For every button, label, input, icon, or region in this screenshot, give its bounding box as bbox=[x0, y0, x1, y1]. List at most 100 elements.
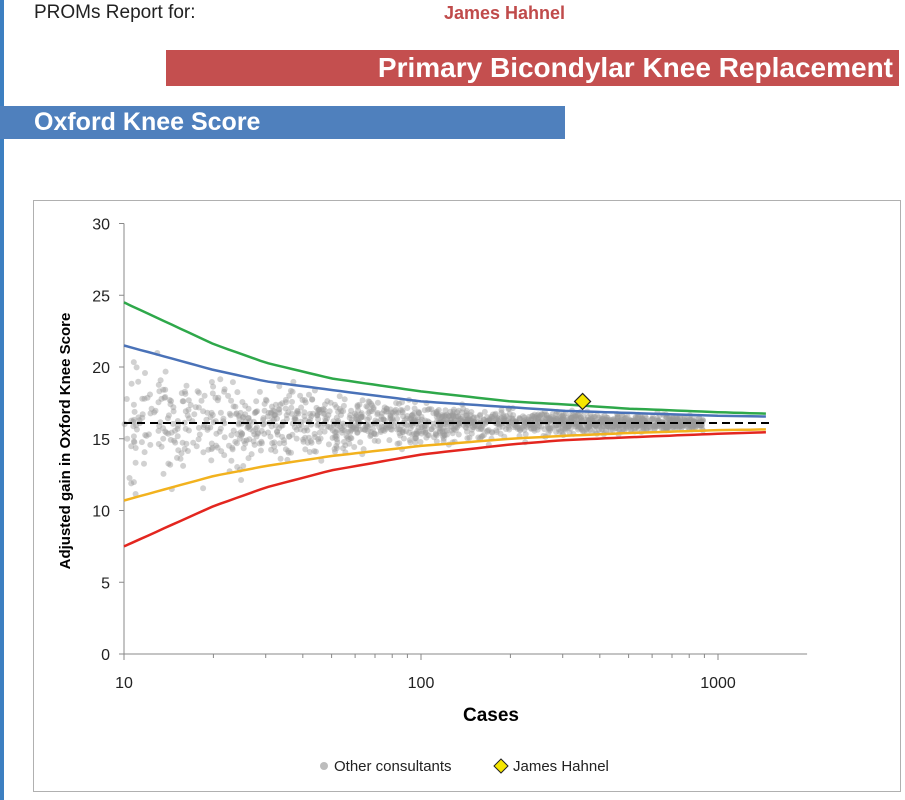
scatter-point bbox=[462, 412, 469, 419]
scatter-point bbox=[531, 425, 538, 432]
scatter-point bbox=[418, 430, 425, 437]
scatter-point bbox=[464, 416, 471, 423]
scatter-point bbox=[641, 423, 648, 430]
scatter-point bbox=[664, 425, 671, 432]
scatter-point bbox=[600, 423, 607, 430]
scatter-point bbox=[388, 426, 395, 433]
scatter-point bbox=[590, 413, 597, 420]
scatter-point bbox=[699, 417, 706, 424]
scatter-point bbox=[314, 410, 321, 417]
scatter-point bbox=[272, 448, 279, 455]
scatter-point bbox=[214, 397, 221, 404]
scatter-point bbox=[226, 410, 233, 417]
scatter-point bbox=[676, 422, 683, 429]
scatter-point bbox=[457, 416, 464, 422]
scatter-point bbox=[652, 423, 658, 430]
scatter-point bbox=[525, 414, 532, 420]
scatter-point bbox=[233, 411, 240, 418]
scatter-point bbox=[654, 415, 661, 422]
scatter-point bbox=[240, 463, 247, 469]
scatter-point bbox=[141, 449, 148, 456]
scatter-point bbox=[147, 391, 153, 398]
scatter-point bbox=[448, 427, 455, 434]
scatter-point bbox=[349, 426, 356, 433]
x-tick-label: 10 bbox=[115, 675, 133, 692]
scatter-point bbox=[276, 406, 283, 413]
scatter-point bbox=[574, 422, 581, 429]
scatter-point bbox=[366, 414, 373, 421]
scatter-point bbox=[493, 416, 500, 423]
scatter-point bbox=[536, 423, 543, 430]
scatter-point bbox=[256, 388, 263, 395]
scatter-point bbox=[239, 414, 246, 421]
scatter-point bbox=[272, 422, 279, 429]
scatter-point bbox=[139, 395, 146, 402]
scatter-point bbox=[374, 409, 381, 416]
scatter-point bbox=[201, 392, 208, 399]
scatter-point bbox=[261, 430, 268, 437]
scatter-point bbox=[175, 447, 182, 454]
scatter-point bbox=[623, 425, 630, 432]
scatter-point bbox=[500, 412, 507, 419]
scatter-point bbox=[566, 429, 573, 436]
report-label: PROMs Report for: bbox=[34, 2, 196, 23]
scatter-point bbox=[251, 410, 258, 416]
scatter-point bbox=[638, 423, 645, 430]
scatter-point bbox=[617, 422, 624, 429]
scatter-point bbox=[396, 430, 403, 437]
scatter-point bbox=[333, 404, 340, 411]
scatter-point bbox=[151, 409, 158, 416]
scatter-point bbox=[254, 430, 261, 437]
scatter-point bbox=[534, 415, 541, 422]
scatter-point bbox=[466, 417, 473, 423]
scatter-point bbox=[632, 417, 638, 424]
scatter-point bbox=[479, 433, 486, 439]
scatter-point bbox=[229, 444, 236, 451]
scatter-point bbox=[208, 440, 215, 447]
scatter-point bbox=[684, 423, 691, 430]
scatter-point bbox=[221, 420, 228, 427]
scatter-point bbox=[276, 425, 283, 432]
scatter-point bbox=[545, 430, 552, 437]
scatter-point bbox=[329, 434, 336, 441]
scatter-point bbox=[209, 390, 216, 397]
scatter-point bbox=[250, 428, 257, 435]
scatter-point bbox=[496, 419, 503, 426]
scatter-point bbox=[669, 416, 676, 423]
scatter-point bbox=[467, 419, 474, 426]
scatter-point bbox=[226, 442, 232, 449]
scatter-point bbox=[553, 415, 560, 422]
scatter-point bbox=[531, 423, 538, 430]
scatter-point bbox=[236, 420, 242, 427]
scatter-point bbox=[337, 423, 344, 430]
scatter-point bbox=[547, 416, 554, 423]
scatter-point bbox=[585, 417, 592, 424]
scatter-point bbox=[247, 426, 253, 433]
scatter-point bbox=[693, 423, 700, 430]
scatter-point bbox=[479, 426, 486, 433]
scatter-point bbox=[516, 424, 523, 431]
scatter-point bbox=[512, 424, 519, 431]
funnel-limit-upper-outer bbox=[123, 301, 766, 415]
scatter-point bbox=[288, 410, 295, 417]
legend-other-label: Other consultants bbox=[334, 758, 452, 775]
scatter-point bbox=[466, 415, 472, 422]
scatter-point bbox=[560, 413, 566, 420]
scatter-point bbox=[170, 408, 177, 415]
scatter-point bbox=[252, 426, 259, 432]
scatter-point bbox=[238, 477, 245, 483]
scatter-point bbox=[253, 433, 260, 440]
scatter-point bbox=[510, 424, 517, 431]
scatter-point bbox=[464, 416, 471, 422]
scatter-point bbox=[486, 417, 493, 424]
scatter-point bbox=[498, 414, 505, 421]
scatter-point bbox=[387, 416, 394, 423]
scatter-point bbox=[221, 434, 228, 441]
scatter-point bbox=[363, 403, 370, 410]
scatter-point bbox=[448, 412, 455, 419]
scatter-point bbox=[501, 414, 508, 421]
scatter-point bbox=[664, 424, 671, 431]
scatter-point bbox=[381, 407, 388, 414]
scatter-point bbox=[372, 431, 379, 438]
scatter-point bbox=[603, 414, 610, 421]
